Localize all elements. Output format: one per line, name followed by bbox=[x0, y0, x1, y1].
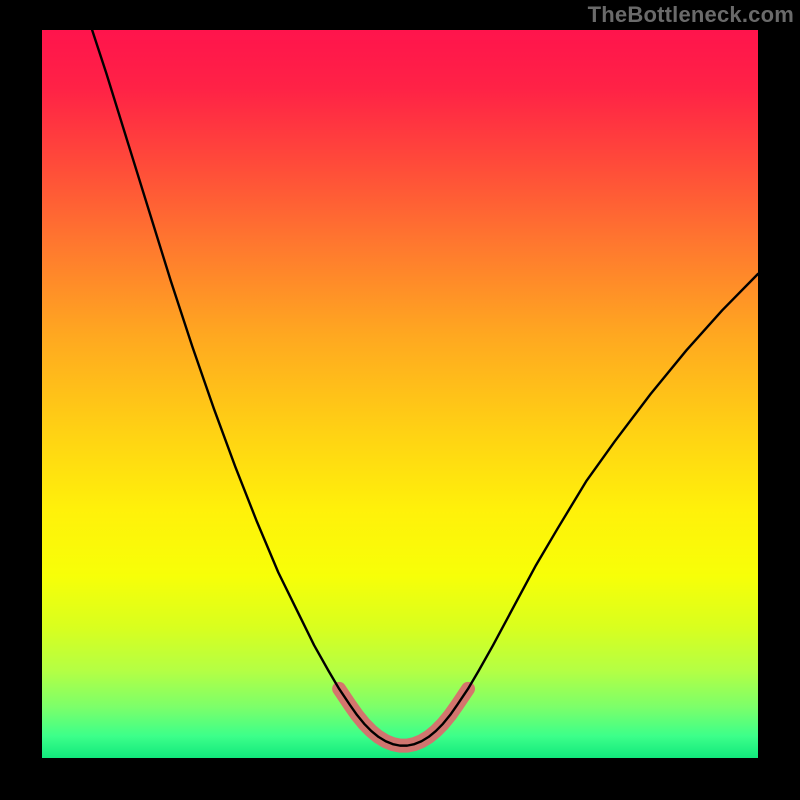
watermark-text: TheBottleneck.com bbox=[588, 2, 794, 28]
chart-stage: TheBottleneck.com bbox=[0, 0, 800, 800]
curve-layer bbox=[42, 30, 758, 758]
bottleneck-curve bbox=[92, 30, 758, 746]
plot-area bbox=[42, 30, 758, 758]
